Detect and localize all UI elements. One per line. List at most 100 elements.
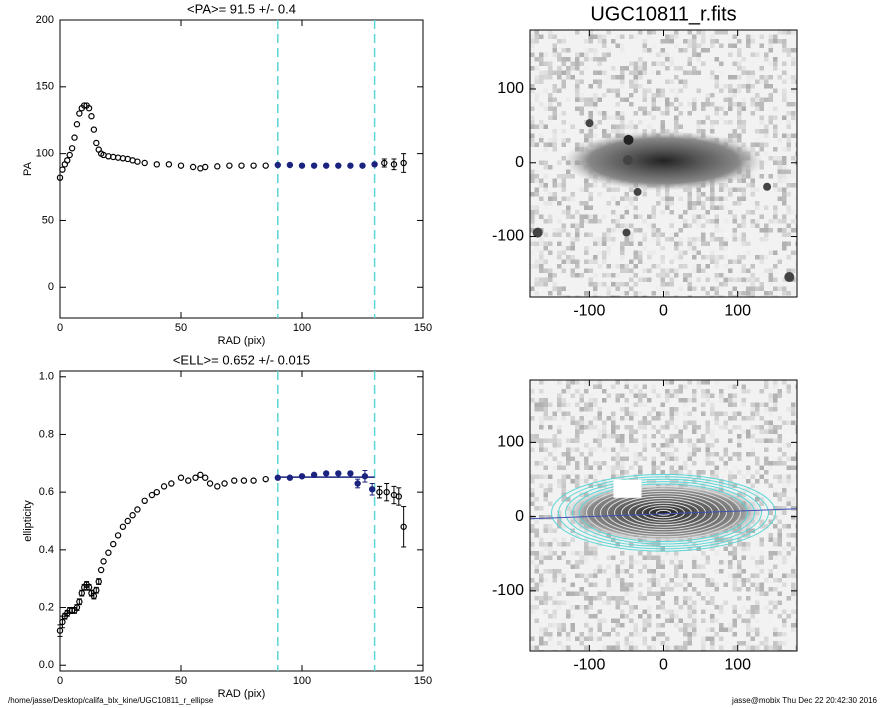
noise-pixel — [669, 411, 674, 416]
noise-pixel — [620, 120, 625, 125]
noise-pixel — [579, 632, 584, 637]
noise-pixel — [791, 546, 796, 551]
noise-pixel — [660, 632, 665, 637]
noise-pixel — [638, 250, 643, 255]
noise-pixel — [561, 178, 566, 183]
noise-pixel — [782, 389, 787, 394]
noise-pixel — [660, 452, 665, 457]
noise-pixel — [719, 411, 724, 416]
noise-pixel — [687, 201, 692, 206]
noise-pixel — [561, 187, 566, 192]
noise-pixel — [795, 465, 797, 470]
noise-pixel — [786, 497, 791, 502]
noise-pixel — [687, 237, 692, 242]
noise-pixel — [723, 627, 728, 632]
noise-pixel — [678, 196, 683, 201]
noise-pixel — [557, 228, 562, 233]
noise-pixel — [566, 411, 571, 416]
data-point — [185, 477, 192, 484]
noise-pixel — [561, 537, 566, 542]
noise-pixel — [566, 57, 571, 62]
noise-pixel — [674, 120, 679, 125]
noise-pixel — [543, 398, 548, 403]
noise-pixel — [575, 447, 580, 452]
noise-pixel — [615, 201, 620, 206]
noise-pixel — [773, 187, 778, 192]
noise-pixel — [746, 533, 751, 538]
data-point — [310, 162, 318, 169]
noise-pixel — [575, 142, 580, 147]
noise-pixel — [647, 34, 652, 39]
noise-pixel — [786, 474, 791, 479]
noise-pixel — [696, 264, 701, 269]
noise-pixel — [638, 627, 643, 632]
noise-pixel — [728, 623, 733, 628]
noise-pixel — [638, 614, 643, 619]
noise-pixel — [606, 30, 611, 35]
noise-pixel — [588, 205, 593, 210]
noise-pixel — [791, 456, 796, 461]
noise-pixel — [543, 596, 548, 601]
noise-pixel — [620, 461, 625, 466]
noise-pixel — [588, 420, 593, 425]
noise-pixel — [620, 43, 625, 48]
noise-pixel — [678, 605, 683, 610]
noise-pixel — [642, 636, 647, 641]
noise-pixel — [791, 596, 796, 601]
noise-pixel — [548, 627, 553, 632]
noise-pixel — [651, 214, 656, 219]
noise-pixel — [795, 587, 797, 592]
noise-pixel — [665, 39, 670, 44]
noise-pixel — [611, 420, 616, 425]
noise-pixel — [548, 241, 553, 246]
noise-pixel — [642, 129, 647, 134]
noise-pixel — [584, 596, 589, 601]
noise-pixel — [768, 398, 773, 403]
noise-pixel — [674, 88, 679, 93]
noise-pixel — [750, 636, 755, 641]
noise-pixel — [575, 483, 580, 488]
noise-pixel — [768, 277, 773, 282]
noise-pixel — [786, 483, 791, 488]
noise-pixel — [651, 645, 656, 650]
noise-pixel — [719, 205, 724, 210]
noise-pixel — [651, 434, 656, 439]
noise-pixel — [633, 411, 638, 416]
noise-pixel — [597, 443, 602, 448]
noise-pixel — [701, 48, 706, 53]
noise-pixel — [611, 465, 616, 470]
noise-pixel — [642, 70, 647, 75]
noise-pixel — [732, 237, 737, 242]
noise-pixel — [710, 129, 715, 134]
data-point — [129, 512, 136, 519]
noise-pixel — [638, 61, 643, 66]
noise-pixel — [539, 402, 544, 407]
noise-pixel — [597, 295, 602, 297]
noise-pixel — [629, 129, 634, 134]
noise-pixel — [687, 70, 692, 75]
noise-pixel — [552, 528, 557, 533]
noise-pixel — [737, 138, 742, 143]
noise-pixel — [548, 645, 553, 650]
noise-pixel — [656, 264, 661, 269]
noise-pixel — [791, 465, 796, 470]
noise-pixel — [692, 627, 697, 632]
noise-pixel — [710, 286, 715, 291]
noise-pixel — [642, 609, 647, 614]
noise-pixel — [534, 407, 539, 412]
noise-pixel — [602, 219, 607, 224]
noise-pixel — [683, 627, 688, 632]
noise-pixel — [701, 618, 706, 623]
data-point — [359, 162, 366, 169]
noise-pixel — [597, 618, 602, 623]
noise-pixel — [660, 425, 665, 430]
noise-pixel — [566, 636, 571, 641]
noise-pixel — [530, 497, 535, 502]
noise-pixel — [593, 106, 598, 111]
noise-pixel — [552, 273, 557, 278]
noise-pixel — [606, 582, 611, 587]
noise-pixel — [764, 129, 769, 134]
noise-pixel — [629, 411, 634, 416]
noise-pixel — [656, 551, 661, 556]
noise-pixel — [530, 169, 535, 174]
